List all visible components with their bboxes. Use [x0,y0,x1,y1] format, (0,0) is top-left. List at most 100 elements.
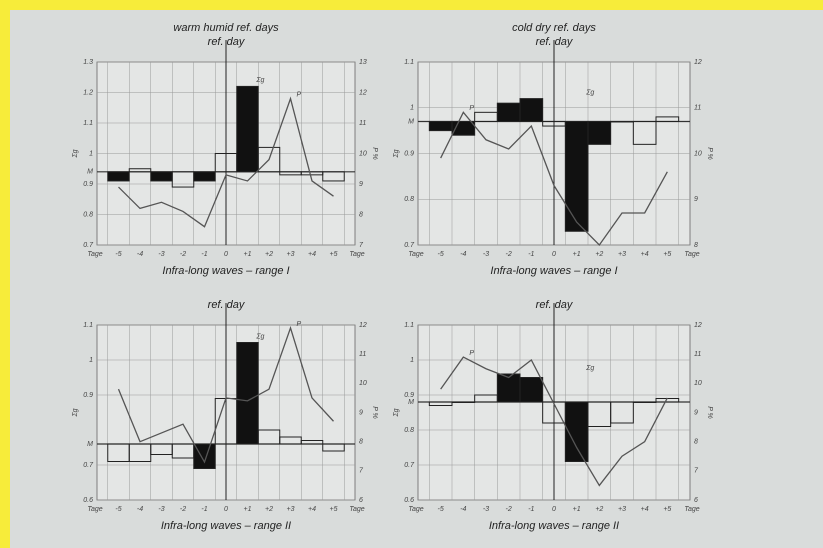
y-tick-label: M [408,399,414,406]
x-axis-label: Tage [349,251,364,258]
y-tick-label: 0.8 [404,427,414,434]
x-tick-label: +4 [308,506,316,513]
y2-tick-label: 12 [694,322,702,329]
x-tick-label: +1 [573,251,581,258]
y2-tick-label: 10 [694,380,702,387]
x-axis-label: Tage [349,506,364,513]
y-tick-label: M [87,169,93,176]
step-bar [496,373,521,403]
x-tick-label: -3 [483,251,489,258]
y2-tick-label: 6 [359,497,363,504]
step-bar [610,401,634,424]
x-tick-label: -1 [201,251,207,258]
x-tick-label: -5 [115,506,121,513]
y-tick-label: 0.7 [404,242,415,249]
x-tick-label: -3 [158,251,164,258]
x-tick-label: +4 [641,251,649,258]
series-label: Σg [585,365,594,372]
x-tick-label: +3 [287,506,295,513]
y2-tick-label: 9 [359,181,363,188]
y-tick-label: 0.9 [83,392,93,399]
series-label: Σg [255,333,264,340]
y-tick-label: 1.1 [83,120,93,127]
y2-axis-label: P % [706,406,713,419]
step-bar [300,440,324,445]
x-tick-label: +4 [308,251,316,258]
x-tick-label: +3 [618,251,626,258]
y2-tick-label: 9 [694,409,698,416]
y-tick-label: 0.9 [404,150,414,157]
x-tick-label: 0 [224,251,228,258]
x-tick-label: -5 [115,251,121,258]
x-tick-label: +1 [573,506,581,513]
x-tick-label: -4 [460,251,466,258]
step-bar [107,171,130,182]
x-tick-label: -4 [137,251,143,258]
panel-caption: Infra-long waves – range I [490,265,617,277]
y-tick-label: 1.1 [404,322,414,329]
y2-tick-label: 8 [694,439,698,446]
y-axis-label: Σg [393,149,400,158]
y-tick-label: 1 [410,357,414,364]
y-tick-label: 0.7 [83,242,94,249]
y2-tick-label: 10 [359,150,367,157]
p-line [440,356,668,487]
y2-tick-label: 9 [359,409,363,416]
step-bar [519,377,544,403]
y-tick-label: 1.2 [83,89,93,96]
y2-tick-label: 12 [359,89,367,96]
y-tick-label: M [87,441,93,448]
x-tick-label: 0 [552,251,556,258]
step-bar [519,98,544,122]
x-tick-label: +2 [265,251,273,258]
panel-subtitle: ref. day [208,36,246,48]
panel-subtitle: ref. day [536,36,574,48]
y-tick-label: 1.1 [404,59,414,66]
panel-subtitle: ref. day [208,299,246,311]
x-tick-label: -4 [460,506,466,513]
panel-caption: Infra-long waves – range II [489,520,619,532]
y-tick-label: 1 [89,357,93,364]
x-tick-label: +2 [595,506,603,513]
y2-tick-label: 11 [694,105,701,112]
y2-tick-label: 9 [694,196,698,203]
panel-caption: Infra-long waves – range II [161,520,291,532]
x-tick-label: +3 [287,251,295,258]
x-tick-label: -2 [180,506,186,513]
y2-tick-label: 7 [359,242,364,249]
x-tick-label: -1 [528,506,534,513]
step-bar [564,401,589,462]
step-bar [150,171,173,182]
x-tick-label: -1 [528,251,534,258]
p-line [118,96,334,228]
step-bar [451,401,476,403]
step-bar [632,120,657,145]
y2-tick-label: 11 [359,120,366,127]
step-bar [322,171,345,182]
y2-tick-label: 6 [694,497,698,504]
step-bar [128,168,152,173]
y-tick-label: M [408,118,414,125]
x-axis-label: Tage [87,251,102,258]
y2-axis-label: P % [706,147,713,160]
x-tick-label: -3 [158,506,164,513]
y2-tick-label: 10 [694,150,702,157]
step-bar [610,120,634,123]
y2-axis-label: P % [371,406,378,419]
x-tick-label: +2 [595,251,603,258]
step-bar [322,443,345,452]
y2-tick-label: 11 [359,351,366,358]
x-axis-label: Tage [684,251,699,258]
series-label: Σg [585,89,594,96]
step-bar [193,171,216,182]
series-label: P [469,350,474,357]
step-bar [236,85,259,173]
step-bar [236,342,259,445]
y-tick-label: 1 [89,150,93,157]
y-axis-label: Σg [72,149,79,158]
y-axis-label: Σg [393,408,400,417]
x-axis-label: Tage [87,506,102,513]
y-tick-label: 0.7 [83,462,94,469]
series-label: Σg [255,77,264,84]
